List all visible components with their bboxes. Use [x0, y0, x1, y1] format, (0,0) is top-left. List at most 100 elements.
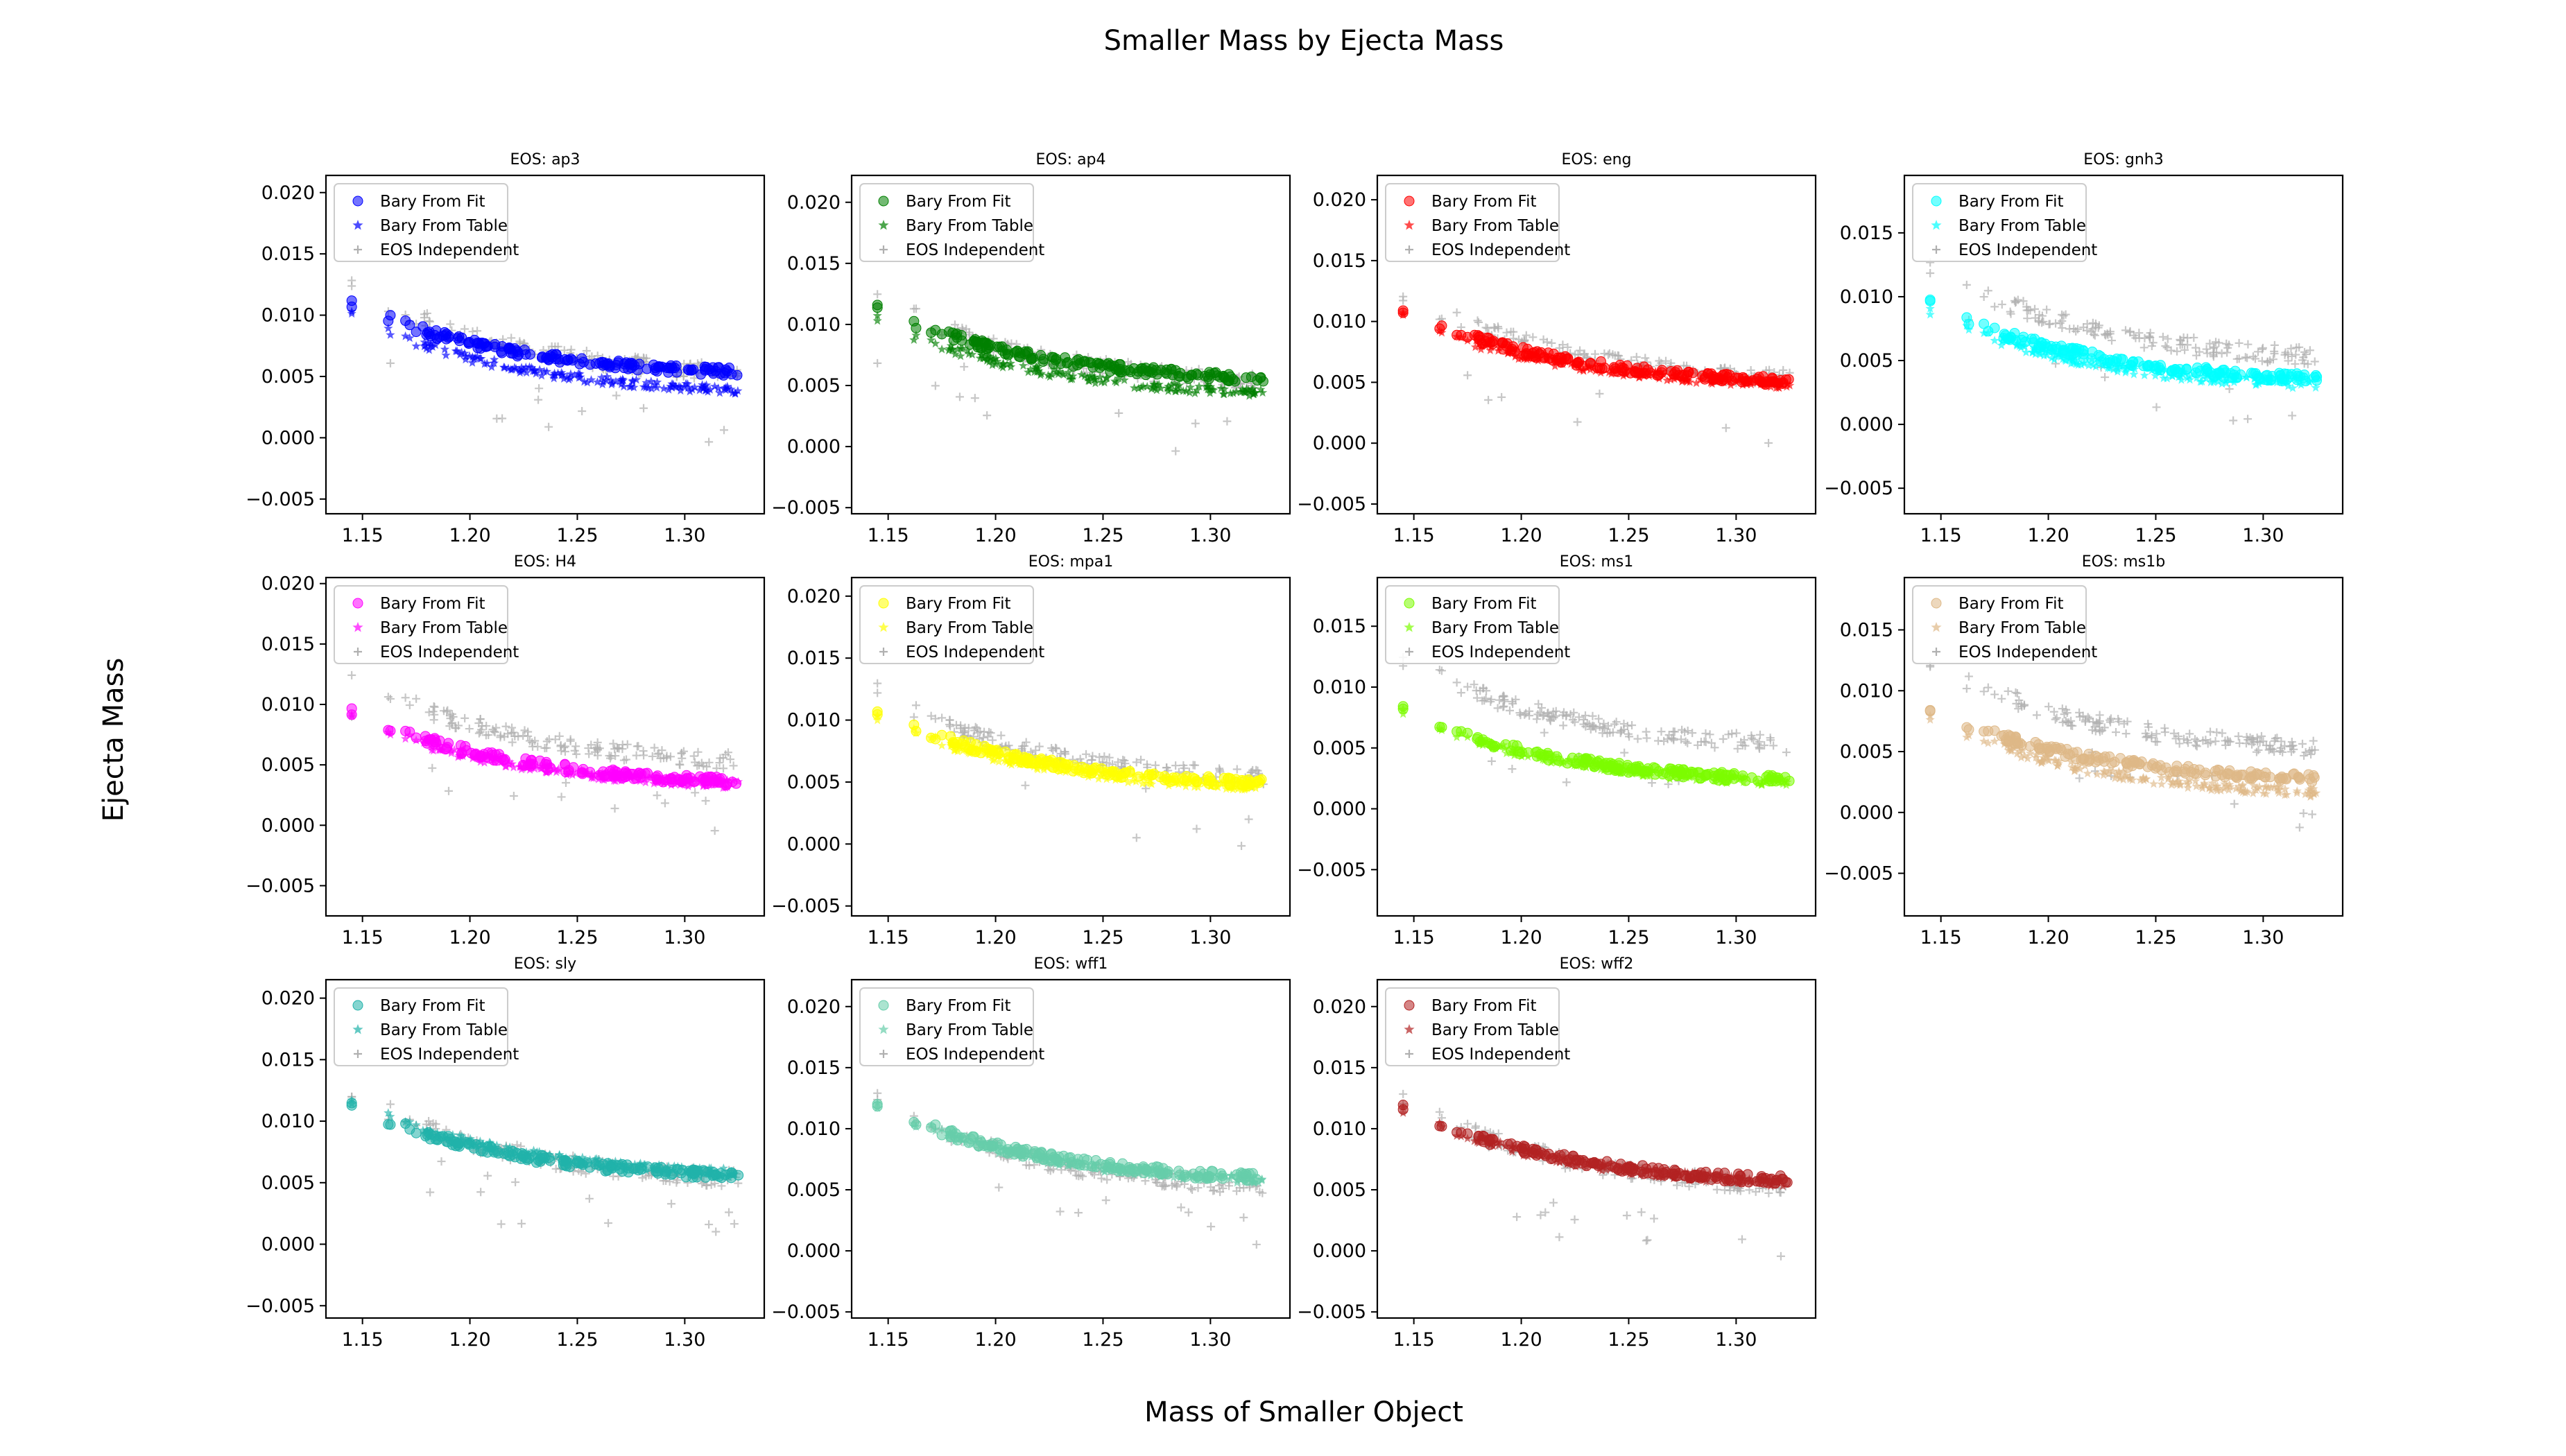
point-bary-fit — [562, 354, 574, 365]
point-eos-independent — [1090, 1170, 1099, 1179]
point-bary-table — [2241, 372, 2252, 382]
point-eos-independent — [535, 384, 544, 393]
legend-label: Bary From Fit — [906, 595, 1011, 613]
point-bary-table — [506, 365, 516, 374]
point-eos-independent — [1962, 280, 1971, 289]
point-bary-table — [2253, 783, 2262, 792]
point-eos-independent — [2280, 741, 2289, 750]
point-bary-fit — [673, 774, 684, 785]
point-eos-independent — [1025, 1161, 1034, 1170]
point-eos-independent — [654, 749, 663, 758]
point-eos-independent — [2295, 823, 2304, 832]
point-eos-independent — [604, 1219, 613, 1228]
point-bary-table — [2185, 374, 2195, 384]
point-bary-table — [2115, 361, 2125, 371]
point-bary-table — [2183, 783, 2193, 792]
point-bary-fit — [1700, 372, 1711, 383]
y-tick-label: −0.005 — [1297, 494, 1366, 515]
point-eos-independent — [2061, 310, 2070, 319]
x-tick-label: 1.20 — [1501, 525, 1542, 546]
point-bary-fit — [1104, 361, 1115, 372]
legend-label: EOS Independent — [1958, 241, 2097, 259]
point-bary-table — [975, 353, 985, 363]
point-eos-independent — [873, 1089, 882, 1098]
point-bary-table — [2118, 766, 2128, 776]
point-eos-independent — [1151, 761, 1160, 770]
point-bary-table — [519, 365, 528, 374]
scatter-points — [1397, 653, 1795, 789]
point-bary-table — [1240, 387, 1250, 397]
point-bary-table — [625, 382, 635, 391]
point-bary-fit — [1255, 372, 1266, 383]
point-bary-table — [1181, 386, 1191, 395]
point-bary-fit — [1517, 342, 1529, 353]
point-eos-independent — [460, 713, 470, 722]
point-eos-independent — [555, 731, 564, 740]
point-eos-independent — [513, 1141, 522, 1150]
point-eos-independent — [710, 826, 719, 835]
point-bary-fit — [2143, 360, 2154, 371]
y-tick-label: 0.000 — [261, 815, 315, 836]
point-eos-independent — [2203, 739, 2212, 748]
point-eos-independent — [2147, 731, 2156, 740]
point-bary-fit — [2076, 754, 2087, 765]
point-bary-table — [467, 358, 477, 367]
point-eos-independent — [1642, 727, 1651, 736]
legend-label: Bary From Table — [906, 619, 1033, 637]
point-bary-fit — [1527, 347, 1538, 358]
y-tick-label: 0.015 — [787, 648, 841, 669]
point-bary-table — [1983, 738, 1993, 747]
point-eos-independent — [1494, 324, 1503, 333]
point-bary-table — [1170, 386, 1180, 395]
point-bary-table — [1164, 381, 1173, 390]
point-bary-table — [2309, 789, 2318, 798]
point-eos-independent — [650, 743, 659, 752]
legend-label: Bary From Table — [906, 217, 1033, 235]
point-bary-table — [606, 375, 616, 385]
point-eos-independent — [1566, 710, 1575, 719]
point-eos-independent — [2174, 731, 2183, 740]
point-eos-independent — [873, 358, 882, 367]
y-tick-label: 0.005 — [1840, 350, 1893, 372]
point-bary-fit — [1553, 755, 1564, 766]
point-eos-independent — [465, 725, 474, 734]
point-eos-independent — [1191, 419, 1200, 428]
point-eos-independent — [986, 729, 995, 738]
point-eos-independent — [1617, 726, 1626, 735]
point-bary-fit — [441, 1136, 452, 1147]
x-tick-label: 1.15 — [1920, 927, 1962, 948]
legend-marker-fit — [878, 598, 889, 609]
y-tick-label: 0.000 — [787, 833, 841, 855]
point-eos-independent — [474, 718, 483, 727]
point-bary-table — [1049, 365, 1059, 374]
point-eos-independent — [612, 391, 621, 400]
point-bary-fit — [2171, 767, 2182, 778]
point-bary-table — [1205, 388, 1215, 397]
point-bary-fit — [1251, 1174, 1262, 1185]
point-bary-fit — [455, 740, 466, 751]
point-bary-fit — [2058, 347, 2069, 358]
point-bary-fit — [488, 755, 499, 766]
point-bary-table — [384, 1108, 393, 1117]
point-bary-table — [436, 742, 446, 751]
point-bary-table — [2084, 361, 2094, 370]
point-eos-independent — [2232, 354, 2241, 363]
scatter-points — [872, 1089, 1267, 1249]
point-bary-table — [528, 1145, 539, 1154]
point-eos-independent — [1049, 1165, 1058, 1174]
point-bary-fit — [1252, 776, 1264, 787]
point-eos-independent — [675, 760, 684, 769]
point-bary-fit — [528, 759, 539, 770]
point-bary-table — [931, 338, 940, 348]
point-bary-table — [679, 381, 689, 391]
point-eos-independent — [1619, 720, 1628, 729]
point-eos-independent — [1641, 354, 1650, 363]
point-bary-table — [2108, 365, 2118, 374]
point-bary-table — [2172, 779, 2182, 789]
point-bary-fit — [976, 1137, 987, 1148]
point-eos-independent — [557, 746, 566, 755]
point-bary-fit — [699, 361, 710, 372]
point-bary-table — [726, 384, 736, 394]
point-bary-table — [578, 1152, 587, 1162]
